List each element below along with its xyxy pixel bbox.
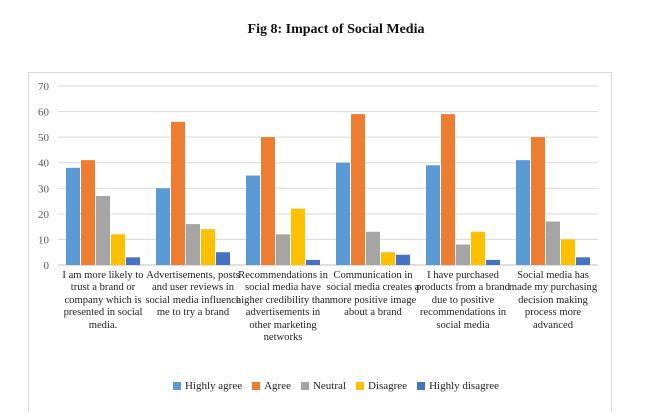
bar-highly-disagree <box>126 257 140 265</box>
bar-disagree <box>561 239 575 265</box>
legend-item: Neutral <box>300 380 346 392</box>
legend-label: Agree <box>264 380 291 392</box>
bar-highly-agree <box>516 160 530 265</box>
x-tick-label: Communication in social media creates a … <box>326 270 420 319</box>
bar-disagree <box>471 231 485 265</box>
bar-highly-disagree <box>396 254 410 265</box>
legend-item: Disagree <box>355 380 408 392</box>
y-tick-label: 70 <box>38 81 50 93</box>
x-tick-label: Advertisements, posts and user reviews i… <box>145 270 241 319</box>
y-tick-label: 0 <box>44 260 50 272</box>
bar-neutral <box>96 195 110 265</box>
bar-neutral <box>276 234 290 265</box>
bar-agree <box>531 137 545 265</box>
x-tick-label: Social media has made my purchasing deci… <box>508 270 598 331</box>
bar-agree <box>351 114 365 265</box>
bar-highly-disagree <box>216 252 230 265</box>
bar-agree <box>171 121 185 265</box>
bar-highly-disagree <box>306 259 320 265</box>
legend-swatch <box>252 382 261 390</box>
figure-title: Fig 8: Impact of Social Media <box>247 22 425 37</box>
legend-item: Highly agree <box>172 380 243 392</box>
bar-highly-agree <box>246 175 260 265</box>
bar-highly-agree <box>156 188 170 265</box>
y-tick-label: 30 <box>38 183 50 195</box>
legend-swatch <box>355 382 364 390</box>
bar-disagree <box>381 252 395 265</box>
legend-item: Highly disagree <box>417 380 499 392</box>
legend-swatch <box>172 382 181 390</box>
bar-agree <box>81 160 95 265</box>
bar-neutral <box>366 231 380 265</box>
bar-highly-disagree <box>486 259 500 265</box>
y-tick-label: 40 <box>38 158 50 170</box>
bar-disagree <box>201 229 215 265</box>
bar-agree <box>441 114 455 265</box>
y-tick-label: 60 <box>38 107 50 119</box>
x-tick-label: I have purchased products from a brand d… <box>416 270 510 331</box>
bar-disagree <box>291 208 305 265</box>
chart-frame <box>28 72 612 412</box>
bar-neutral <box>546 221 560 265</box>
bar-highly-agree <box>336 162 350 265</box>
bar-highly-disagree <box>576 257 590 265</box>
x-tick-label: Recommendations in social media have hig… <box>235 270 331 344</box>
legend-swatch <box>300 382 309 390</box>
legend-label: Highly disagree <box>429 380 500 392</box>
legend-label: Disagree <box>367 380 408 392</box>
legend-label: Highly agree <box>184 380 243 392</box>
legend-swatch <box>417 382 426 390</box>
chart-legend: Highly agree Agree Neutral Disagree Highly d… <box>0 380 672 392</box>
y-tick-label: 10 <box>38 234 50 246</box>
y-tick-label: 20 <box>38 209 50 221</box>
bar-disagree <box>111 234 125 265</box>
y-tick-label: 50 <box>38 132 50 144</box>
legend-item: Agree <box>252 380 291 392</box>
legend-label: Neutral <box>312 380 346 392</box>
bar-agree <box>261 137 275 265</box>
bar-highly-agree <box>426 165 440 265</box>
bar-neutral <box>186 224 200 265</box>
bar-highly-agree <box>66 167 80 265</box>
bar-neutral <box>456 244 470 265</box>
x-tick-label: I am more likely to trust a brand or com… <box>62 270 144 331</box>
